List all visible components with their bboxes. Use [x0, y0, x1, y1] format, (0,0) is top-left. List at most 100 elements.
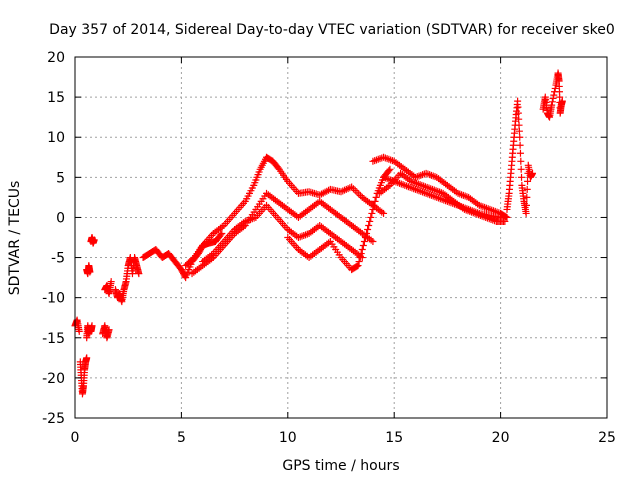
- data-points: [71, 69, 566, 398]
- data-point: [135, 270, 143, 278]
- data-point: [358, 246, 366, 254]
- data-point: [353, 188, 361, 196]
- data-point: [360, 238, 368, 246]
- x-axis-label: GPS time / hours: [282, 458, 399, 474]
- x-tick-label: 10: [279, 430, 297, 446]
- data-point: [385, 167, 393, 175]
- data-point: [551, 84, 559, 92]
- data-point: [516, 133, 524, 141]
- series-early-e: [87, 234, 98, 247]
- data-point: [349, 185, 357, 193]
- data-point: [363, 229, 371, 237]
- series-early-a: [71, 316, 83, 335]
- data-point: [83, 354, 91, 362]
- x-tick-label: 5: [177, 430, 186, 446]
- series-afternoon-3: [380, 173, 505, 221]
- data-point: [386, 165, 394, 173]
- data-point: [515, 115, 523, 123]
- series-late: [539, 69, 566, 121]
- data-point: [369, 205, 377, 213]
- y-tick-label: -10: [42, 291, 65, 307]
- data-point: [518, 173, 526, 181]
- data-point: [514, 97, 522, 105]
- data-point: [524, 177, 532, 185]
- y-tick-label: -25: [42, 411, 65, 427]
- data-point: [370, 201, 378, 209]
- data-point: [516, 149, 524, 157]
- data-point: [503, 213, 511, 221]
- series-early-d: [83, 262, 94, 278]
- data-point: [558, 97, 566, 105]
- data-point: [105, 326, 113, 334]
- data-point: [355, 258, 363, 266]
- series-early-b: [76, 354, 91, 398]
- data-point: [107, 278, 115, 286]
- data-point: [361, 234, 369, 241]
- data-point: [353, 262, 361, 270]
- data-point: [529, 169, 537, 177]
- y-tick-label: 15: [47, 90, 65, 106]
- data-point: [354, 262, 362, 270]
- data-point: [355, 190, 363, 198]
- data-point: [380, 209, 388, 217]
- x-tick-label: 25: [598, 430, 616, 446]
- y-tick-label: 0: [56, 210, 65, 226]
- data-point: [90, 236, 98, 244]
- y-tick-label: -15: [42, 331, 65, 347]
- data-point: [515, 127, 523, 135]
- data-point: [357, 192, 365, 200]
- data-point: [371, 197, 379, 205]
- data-point: [516, 141, 524, 149]
- data-point: [218, 229, 226, 237]
- x-tick-label: 0: [71, 430, 80, 446]
- series-early-h: [111, 254, 143, 306]
- data-point: [515, 121, 523, 129]
- series-early-f: [99, 322, 113, 342]
- data-point: [366, 217, 374, 225]
- data-point: [549, 94, 557, 102]
- data-point: [75, 327, 83, 335]
- data-point: [88, 322, 96, 330]
- y-tick-label: -20: [42, 371, 65, 387]
- data-point: [359, 242, 367, 250]
- data-point: [502, 213, 510, 221]
- data-point: [357, 250, 365, 258]
- data-point: [523, 185, 531, 193]
- data-point: [497, 213, 505, 221]
- data-point: [368, 209, 376, 217]
- x-tick-labels: 0 5 10 15 20 25: [71, 430, 616, 446]
- data-point: [369, 238, 377, 246]
- series-early-g: [101, 278, 115, 298]
- data-point: [517, 157, 525, 165]
- series-early-c: [83, 322, 96, 342]
- series-spike: [503, 97, 537, 217]
- y-tick-label: 10: [47, 130, 65, 146]
- data-point: [522, 209, 530, 217]
- data-point: [356, 254, 364, 262]
- data-point: [517, 165, 525, 173]
- data-point: [86, 268, 94, 276]
- data-point: [217, 231, 225, 239]
- y-axis-label: SDTVAR / TECUs: [7, 181, 23, 296]
- data-point: [548, 98, 556, 106]
- grid-lines: [75, 57, 607, 418]
- data-point: [365, 221, 373, 229]
- data-point: [514, 109, 522, 117]
- y-tick-labels: -25 -20 -15 -10 -5 0 5 10 15 20: [42, 50, 65, 427]
- data-point: [367, 213, 375, 221]
- data-point: [550, 91, 558, 99]
- y-tick-label: 5: [56, 170, 65, 186]
- series-afternoon-1: [369, 153, 511, 221]
- plot-frame: [74, 56, 608, 419]
- axis-ticks: [74, 56, 608, 419]
- series-rise-3: [199, 201, 366, 266]
- chart-title: Day 357 of 2014, Sidereal Day-to-day VTE…: [49, 22, 615, 38]
- data-point: [514, 103, 522, 111]
- data-point: [364, 225, 372, 233]
- data-point: [372, 193, 380, 201]
- data-point: [522, 201, 530, 209]
- x-tick-label: 15: [385, 430, 403, 446]
- data-point: [523, 193, 531, 201]
- data-point: [501, 217, 509, 225]
